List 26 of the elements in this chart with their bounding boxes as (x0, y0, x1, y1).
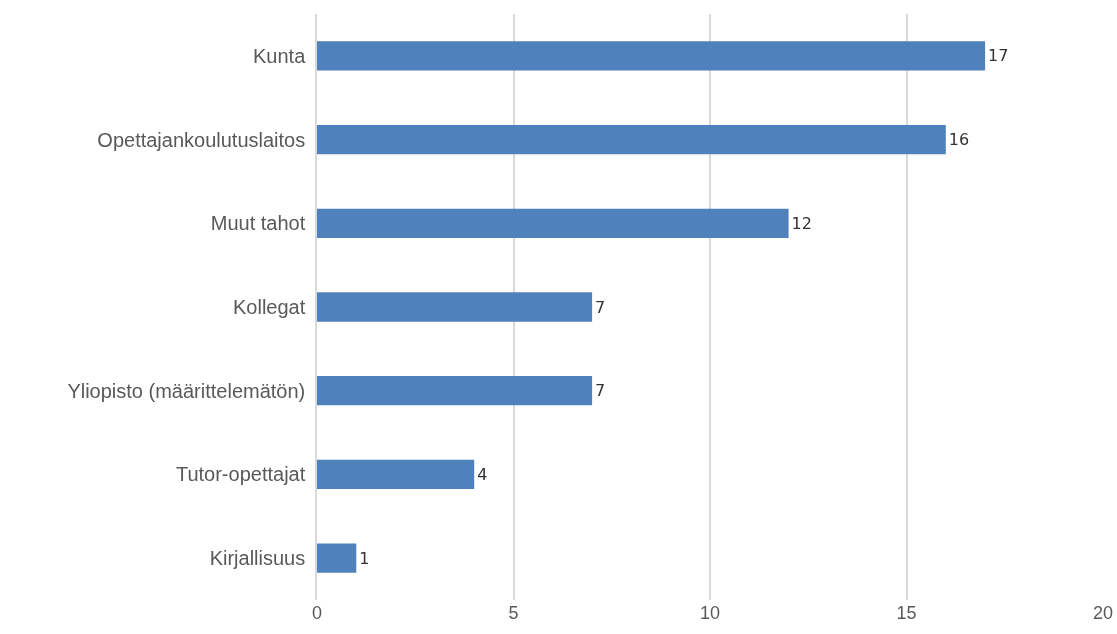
bar (317, 292, 593, 322)
bar (317, 376, 593, 406)
x-tick-label: 20 (1092, 603, 1114, 623)
y-tick-label: Yliopisto (määrittelemätön) (67, 379, 306, 402)
y-tick-label: Muut tahot (210, 212, 306, 235)
data-label: 7 (595, 381, 606, 401)
x-tick-label: 5 (508, 603, 519, 623)
data-label: 12 (791, 213, 812, 233)
data-label: 1 (359, 548, 370, 568)
data-label: 17 (988, 46, 1009, 66)
bar (317, 41, 986, 71)
data-label: 4 (477, 464, 488, 484)
bar (317, 208, 789, 238)
x-tick-label: 10 (699, 603, 721, 623)
data-label: 7 (595, 297, 606, 317)
x-tick-label: 15 (896, 603, 917, 623)
x-tick-label: 0 (311, 603, 323, 623)
y-tick-label: Opettajankoulutuslaitos (97, 128, 306, 151)
bar (317, 459, 475, 490)
y-tick-label: Tutor-opettajat (175, 463, 306, 486)
bar (317, 124, 946, 155)
y-tick-label: Kirjallisuus (209, 547, 306, 570)
y-tick-label: Kunta (252, 44, 307, 67)
data-label: 16 (948, 130, 970, 150)
y-tick-label: Kollegat (232, 296, 306, 318)
bar (317, 543, 357, 573)
